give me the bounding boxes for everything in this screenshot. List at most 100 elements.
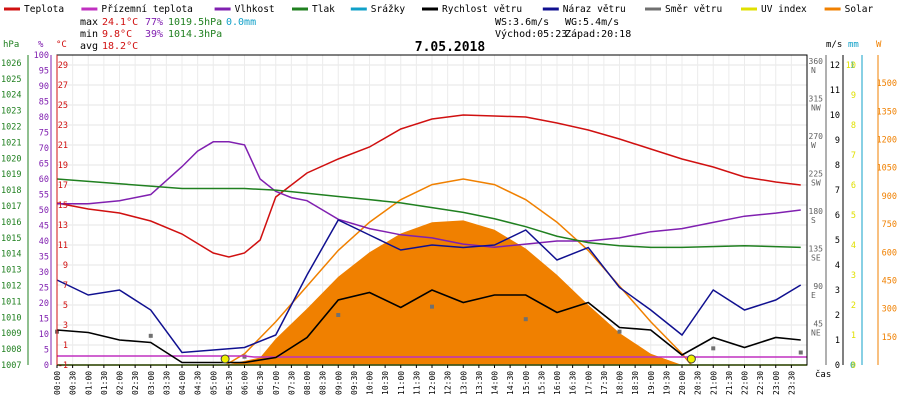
tick-mm: 0 <box>850 361 855 371</box>
tick-hpa: 1017 <box>1 202 21 212</box>
tick-pct: 25 <box>39 284 49 294</box>
stat-sunset: Západ:20:18 <box>565 28 631 40</box>
tick-ms: 0 <box>835 361 840 371</box>
tick-x: 12:00 <box>428 371 437 395</box>
tick-x: 07:00 <box>272 371 281 395</box>
stat-max-press: 1019.5hPa <box>168 17 222 28</box>
solar-theoretical-line <box>225 178 692 366</box>
tick-hpa: 1015 <box>1 234 21 244</box>
legend-label: Směr větru <box>665 4 722 15</box>
series-line-Přízemní teplota <box>57 355 807 358</box>
tick-x: 07:30 <box>287 371 296 395</box>
tick-pct: 70 <box>39 144 49 154</box>
tick-uv: 1 <box>851 331 856 341</box>
tick-pct: 55 <box>39 191 49 201</box>
tick-uv: 10 <box>846 61 856 71</box>
tick-dir: 315 <box>809 95 824 104</box>
tick-x: 02:30 <box>131 371 140 395</box>
legend-label: UV index <box>761 4 807 15</box>
tick-x: 06:00 <box>241 371 250 395</box>
tick-ms: 1 <box>835 336 840 346</box>
tick-x: 00:00 <box>53 371 62 395</box>
tick-w: 1050 <box>877 164 897 174</box>
tick-hpa: 1012 <box>1 282 21 292</box>
tick-dir-compass: NE <box>811 329 821 338</box>
tick-ms: 5 <box>835 236 840 246</box>
tick-hpa: 1013 <box>1 266 21 276</box>
axis-title-w: W <box>876 40 882 50</box>
tick-w: 750 <box>882 220 897 230</box>
legend-label: Srážky <box>371 4 406 15</box>
tick-pct: 85 <box>39 98 49 108</box>
legend-label: Vlhkost <box>235 4 275 15</box>
tick-x: 10:30 <box>381 371 390 395</box>
tick-x: 18:00 <box>616 371 625 395</box>
tick-x: 22:30 <box>756 371 765 395</box>
tick-x: 11:30 <box>412 371 421 395</box>
tick-dir-compass: SE <box>811 254 821 263</box>
tick-x: 01:00 <box>84 371 93 395</box>
wind-direction-point <box>617 329 622 334</box>
axis-title-time: čas <box>815 369 831 380</box>
tick-temp: 17 <box>58 181 68 191</box>
tick-w: 150 <box>882 333 897 343</box>
stat-wg: WG:5.4m/s <box>565 17 619 28</box>
tick-uv: 9 <box>851 91 856 101</box>
tick-pct: 35 <box>39 253 49 263</box>
tick-pct: 10 <box>39 330 49 340</box>
tick-temp: 29 <box>58 61 68 71</box>
tick-x: 20:00 <box>678 371 687 395</box>
tick-x: 00:30 <box>69 371 78 395</box>
wind-direction-point <box>711 346 716 351</box>
tick-dir-compass: E <box>811 291 816 300</box>
stat-max-label: max <box>80 17 98 28</box>
tick-ms: 11 <box>830 86 840 96</box>
tick-hpa: 1007 <box>1 361 21 371</box>
tick-uv: 6 <box>851 181 856 191</box>
tick-x: 21:30 <box>725 371 734 395</box>
tick-ms: 7 <box>835 186 840 196</box>
tick-hpa: 1014 <box>1 250 21 260</box>
stat-ws: WS:3.6m/s <box>495 17 549 28</box>
tick-hpa: 1016 <box>1 218 21 228</box>
tick-dir-compass: W <box>811 141 816 150</box>
tick-hpa: 1019 <box>1 170 21 180</box>
tick-pct: 90 <box>39 82 49 92</box>
tick-hpa: 1021 <box>1 138 21 148</box>
wind-direction-point <box>336 313 341 317</box>
stat-avg-label: avg <box>80 41 98 52</box>
tick-ms: 10 <box>830 111 840 121</box>
tick-dir-compass: S <box>811 216 816 225</box>
series-line-Rychlost větru <box>56 289 801 364</box>
tick-pct: 80 <box>39 113 49 123</box>
tick-hpa: 1008 <box>1 345 21 355</box>
tick-hpa: 1020 <box>1 154 21 164</box>
legend-label: Teplota <box>24 4 64 15</box>
wind-direction-point <box>798 350 803 355</box>
tick-x: 08:00 <box>303 371 312 395</box>
wind-direction-point <box>523 317 528 322</box>
legend: Teplota Přízemní teplota Vlhkost Tlak Srážky… <box>4 4 873 15</box>
series-line-Vlhkost <box>57 141 801 248</box>
tick-pct: 45 <box>39 222 49 232</box>
tick-hpa: 1023 <box>1 107 21 117</box>
tick-x: 04:00 <box>178 371 187 395</box>
tick-pct: 30 <box>39 268 49 278</box>
series-line-Teplota <box>56 114 801 258</box>
tick-x: 14:30 <box>506 371 515 395</box>
tick-x: 11:00 <box>397 371 406 395</box>
legend-label: Náraz větru <box>563 4 626 15</box>
series-line-Tlak <box>56 178 801 249</box>
tick-hpa: 1010 <box>1 313 21 323</box>
sunrise-marker <box>220 354 230 364</box>
tick-x: 19:30 <box>662 371 671 395</box>
tick-dir: 45 <box>813 320 823 329</box>
tick-x: 23:30 <box>787 371 796 395</box>
tick-pct: 15 <box>39 315 49 325</box>
tick-x: 16:30 <box>569 371 578 395</box>
tick-mm: 1 <box>850 61 855 71</box>
axis-title-degc: °C <box>56 40 67 50</box>
tick-x: 08:30 <box>319 371 328 395</box>
tick-x: 12:30 <box>444 371 453 395</box>
